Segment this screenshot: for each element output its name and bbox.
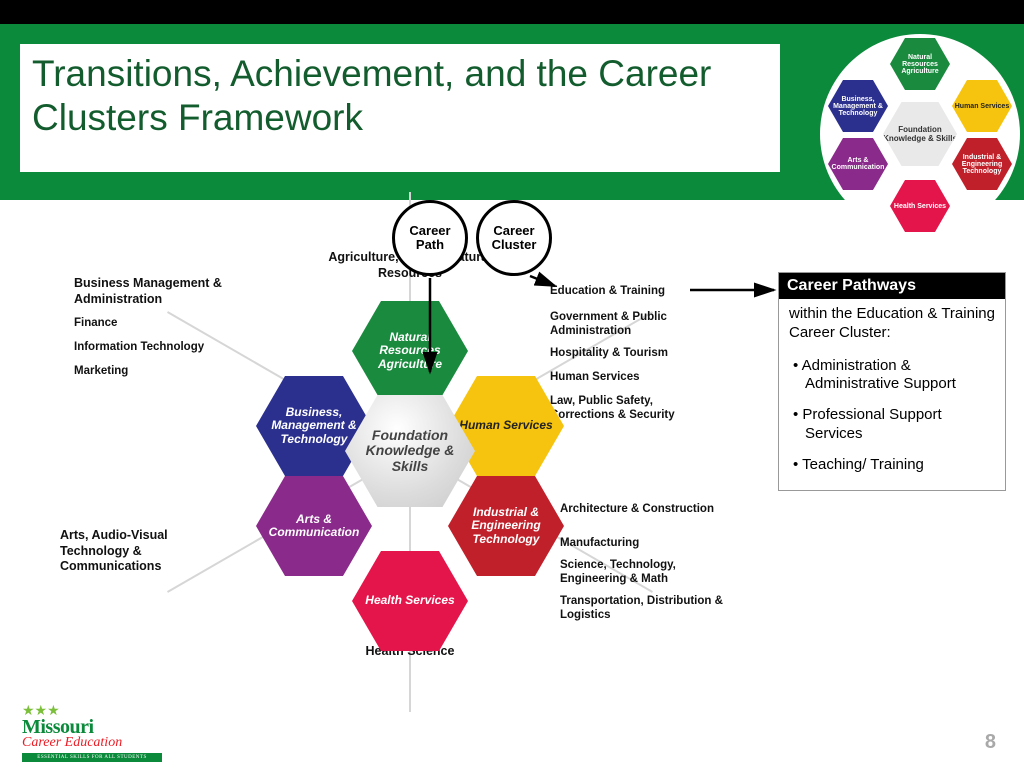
section-left-title: Business Management & Administration — [74, 276, 254, 307]
section-bl: Arts, Audio-Visual Technology & Communic… — [60, 528, 230, 575]
cluster-diagram: Agriculture, Food & Natural Resources Ed… — [60, 206, 760, 686]
cluster-br2: Manufacturing — [560, 536, 639, 550]
cluster-left2: Finance — [74, 316, 117, 330]
pathway-item: Professional Support Services — [801, 400, 995, 450]
cluster-br4: Transportation, Distribution & Logistics — [560, 594, 730, 623]
cluster-left3: Information Technology — [74, 340, 204, 354]
wheel-node-bottom: Health Services — [890, 180, 950, 232]
career-pathways-header: Career Pathways — [779, 273, 1005, 299]
hex-natural-resources: Natural Resources Agriculture — [352, 301, 468, 401]
career-pathways-list: Administration & Administrative Support … — [779, 345, 1005, 491]
cluster-right3: Hospitality & Tourism — [550, 346, 668, 360]
cluster-br3: Science, Technology, Engineering & Math — [560, 558, 730, 587]
pathway-item: Administration & Administrative Support — [801, 351, 995, 401]
wheel-node-bl: Arts & Communication — [828, 138, 888, 190]
cluster-right5: Law, Public Safety, Corrections & Securi… — [550, 394, 720, 423]
missouri-logo: ★★★ Missouri Career Education ESSENTIAL … — [22, 703, 162, 762]
wheel-node-br: Industrial & Engineering Technology — [952, 138, 1012, 190]
logo-tagline: ESSENTIAL SKILLS FOR ALL STUDENTS — [22, 753, 162, 762]
hex-iet: Industrial & Engineering Technology — [448, 476, 564, 576]
wheel-node-tr: Human Services — [952, 80, 1012, 132]
hex-arts: Arts & Communication — [256, 476, 372, 576]
title-box: Transitions, Achievement, and the Career… — [20, 44, 780, 172]
wheel-center: Foundation Knowledge & Skills — [883, 102, 957, 166]
hex-health: Health Services — [352, 551, 468, 651]
wheel-node-tl: Business, Management & Technology — [828, 80, 888, 132]
career-pathways-intro: within the Education & Training Career C… — [779, 299, 1005, 345]
cluster-left4: Marketing — [74, 364, 128, 378]
logo-brand-line2: Career Education — [22, 735, 162, 751]
career-pathways-panel: Career Pathways within the Education & T… — [778, 272, 1006, 491]
top-black-bar — [0, 0, 1024, 24]
corner-wheel: Natural Resources Agriculture Human Serv… — [820, 34, 1020, 234]
cluster-right2: Government & Public Administration — [550, 310, 710, 339]
wheel-node-top: Natural Resources Agriculture — [890, 38, 950, 90]
cluster-right1: Education & Training — [550, 284, 665, 298]
callout-career-path: Career Path — [392, 200, 468, 276]
callout-career-cluster: Career Cluster — [476, 200, 552, 276]
pathway-item: Teaching/ Training — [801, 450, 995, 481]
cluster-br1: Architecture & Construction — [560, 502, 720, 516]
page-number: 8 — [985, 731, 996, 754]
cluster-right4: Human Services — [550, 370, 640, 384]
hex-center-foundation: Foundation Knowledge & Skills — [345, 395, 475, 507]
slide-title: Transitions, Achievement, and the Career… — [32, 52, 768, 141]
